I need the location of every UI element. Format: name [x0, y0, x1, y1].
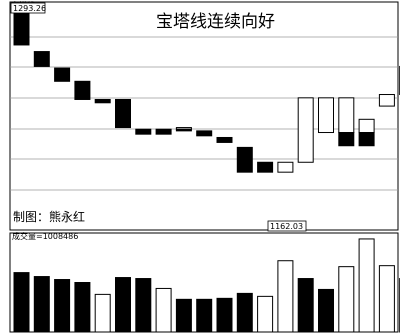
volume-label: 成交量=1008486 — [12, 231, 78, 241]
pagoda-bar — [74, 80, 91, 100]
volume-bar — [13, 272, 30, 333]
pagoda-bar — [115, 98, 131, 129]
pagoda-bar — [94, 98, 111, 104]
volume-bar — [33, 276, 50, 333]
volume-bar — [257, 295, 274, 333]
pagoda-bar — [257, 161, 274, 173]
pagoda-bar — [378, 94, 395, 107]
low-label-box — [267, 220, 307, 232]
pagoda-bar-up-part — [358, 118, 375, 134]
pagoda-bar — [33, 51, 50, 67]
volume-bar — [297, 278, 314, 333]
pagoda-bar — [135, 128, 152, 135]
volume-bar — [155, 287, 172, 333]
high-label-box — [10, 2, 46, 14]
price-panel-border — [9, 1, 399, 231]
low-label: 1162.03 — [270, 222, 303, 231]
pagoda-bar — [216, 136, 233, 143]
pagoda-bar — [236, 146, 253, 173]
pagoda-bar — [196, 130, 213, 137]
volume-bar — [54, 279, 71, 333]
pagoda-bar-down-part — [358, 132, 375, 147]
pagoda-bar — [277, 161, 294, 173]
volume-bar — [318, 288, 334, 333]
volume-bar — [135, 278, 152, 333]
volume-bar — [338, 266, 355, 333]
pagoda-bar-down-part — [175, 128, 192, 132]
pagoda-bar — [155, 128, 172, 135]
high-label: 1293.26 — [13, 4, 46, 13]
pagoda-bar — [318, 97, 334, 134]
pagoda-bars — [13, 11, 400, 173]
volume-bar — [74, 282, 91, 333]
volume-bar — [277, 260, 294, 333]
pagoda-bar — [54, 67, 71, 82]
volume-bar — [94, 293, 111, 333]
volume-bar — [196, 298, 213, 333]
volume-bar — [115, 277, 131, 333]
credit-label: 制图：熊永红 — [13, 209, 85, 224]
pagoda-bar-up-part — [338, 97, 355, 134]
pagoda-bar — [13, 11, 30, 46]
volume-bar — [378, 265, 395, 333]
volume-bar — [175, 298, 192, 333]
volume-bar — [358, 238, 375, 333]
chart-title: 宝塔线连续向好 — [156, 12, 275, 32]
volume-bar — [236, 292, 253, 333]
pagoda-bar-down-part — [338, 132, 355, 147]
pagoda-bar — [297, 97, 314, 163]
volume-bars — [13, 238, 400, 333]
volume-bar — [216, 297, 233, 333]
